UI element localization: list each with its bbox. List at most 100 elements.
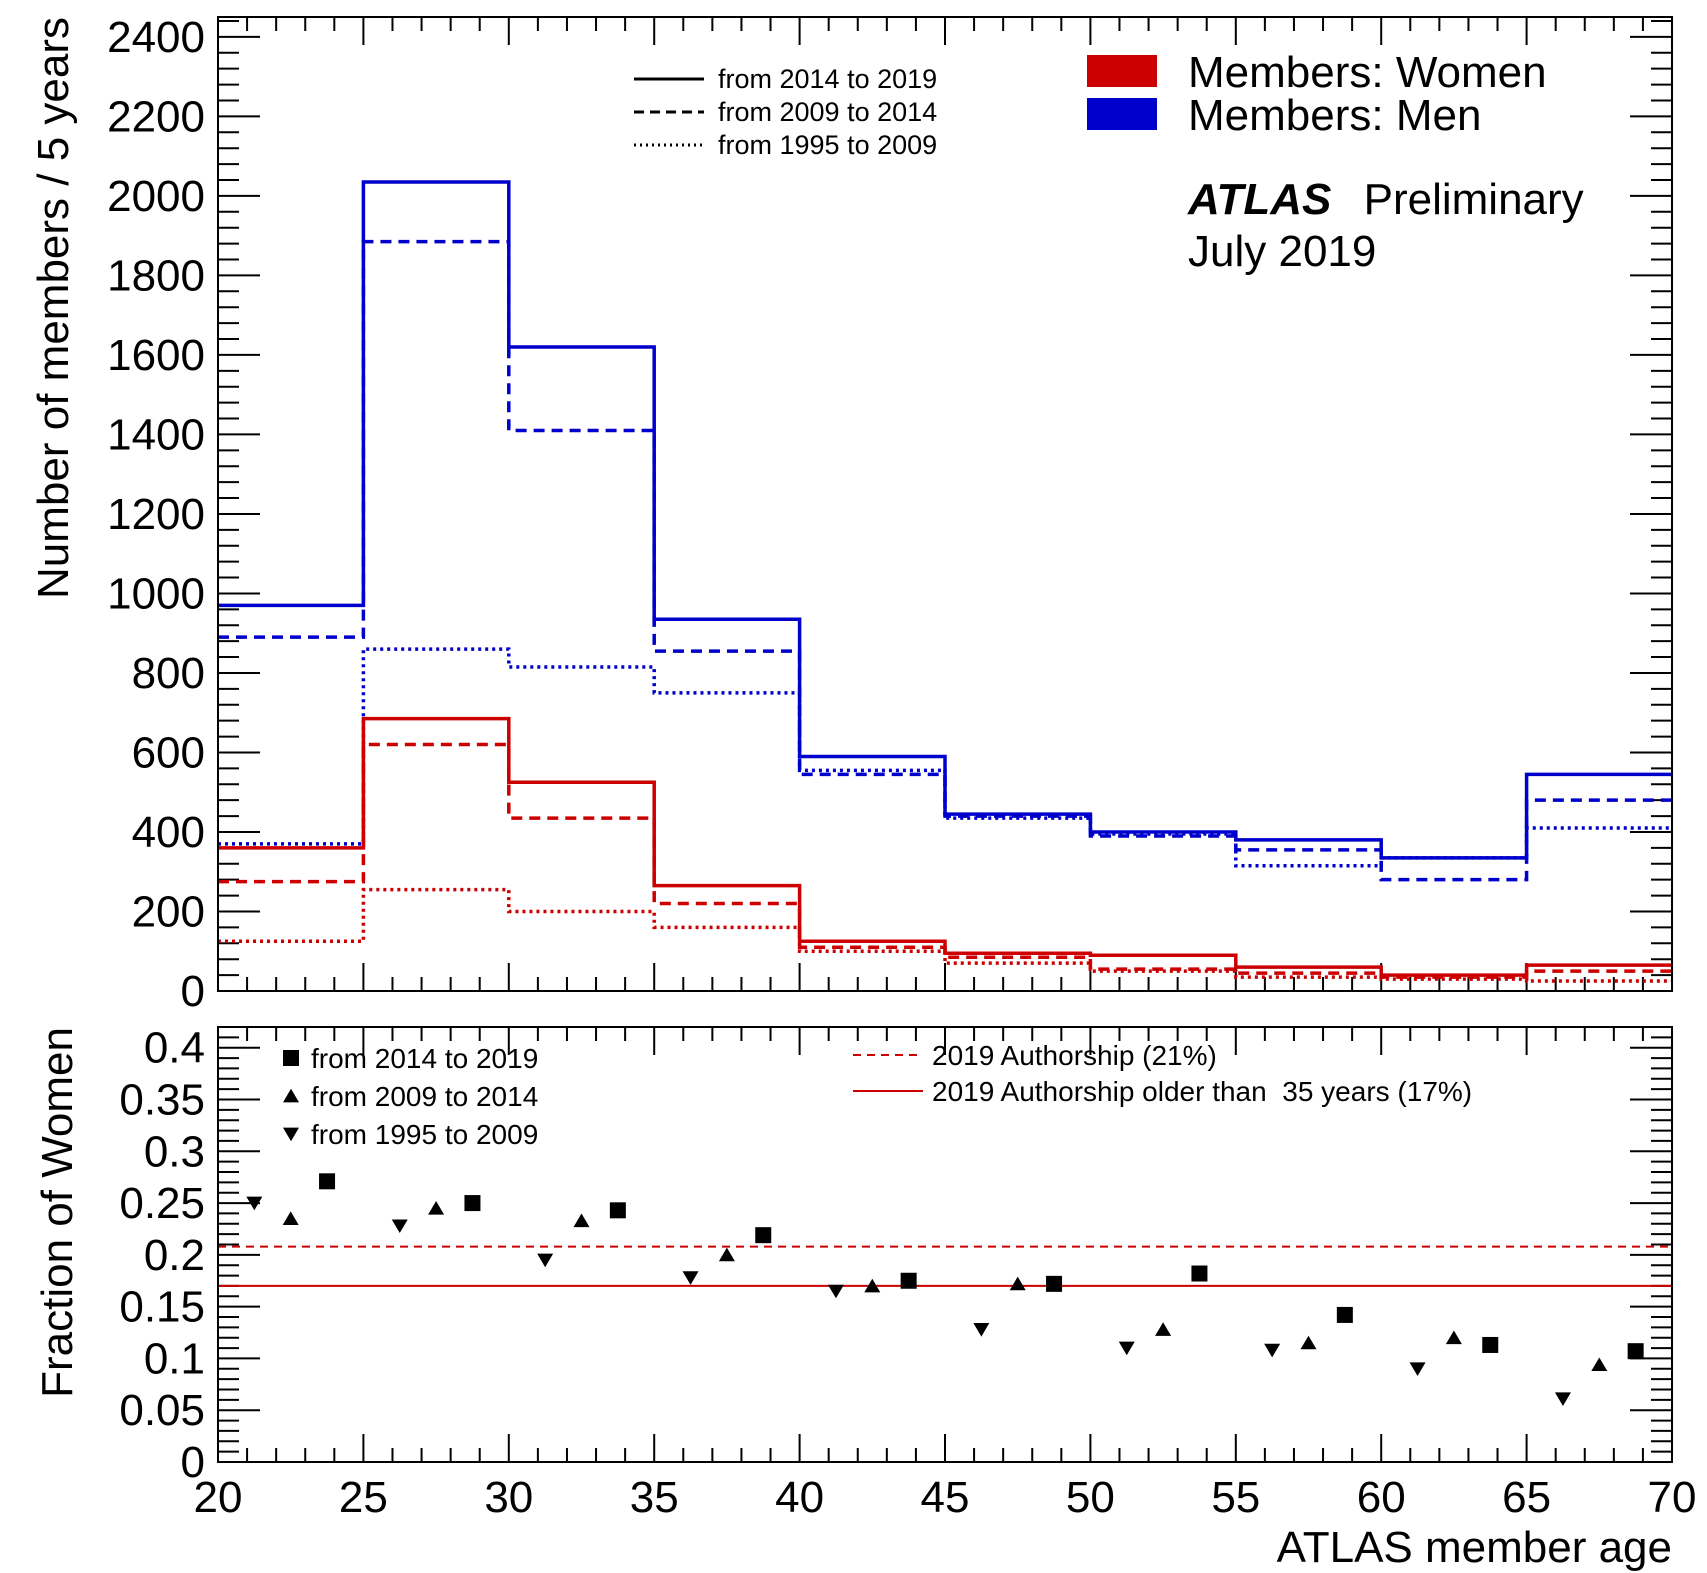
y-tick-label: 0 [181,1438,205,1487]
data-point-triangle-up [282,1211,299,1226]
y-tick-label: 0.2 [144,1231,205,1280]
y-tick-label: 0.05 [119,1386,205,1435]
data-point-triangle-down [973,1323,990,1337]
data-point-triangle-down [682,1271,699,1285]
data-point-triangle-down [537,1253,554,1268]
men-legend-label: Members: Men [1188,91,1481,140]
histogram-series-men-dotted [218,647,1672,868]
y-tick-label: 1800 [107,251,205,300]
y-tick-label: 2400 [107,13,205,62]
x-tick-label: 55 [1211,1473,1260,1522]
data-point-square [1627,1343,1644,1360]
x-tick-label: 70 [1648,1473,1697,1522]
data-point-square [1482,1336,1499,1353]
fraction-points [246,1173,1644,1407]
experiment-name: ATLAS [1187,175,1331,224]
data-point-triangle-down [391,1219,408,1234]
y-tick-label: 2000 [107,172,205,221]
y-tick-label: 2200 [107,92,205,141]
x-tick-label: 20 [194,1473,243,1522]
period-legend: from 2014 to 2019 from 2009 to 2014 from… [634,64,937,160]
marker-legend-symbols [283,1050,299,1142]
data-point-square [609,1202,626,1219]
histogram-y-tick-labels: 0 200 400 600 800 1000 1200 1400 1600 1800 2000 220… [107,13,205,1016]
data-point-triangle-up [718,1247,735,1262]
y-tick-label: 0.3 [144,1127,205,1176]
x-tick-label: 35 [630,1473,679,1522]
legend-marker-square [283,1050,299,1066]
women-legend-swatch [1087,55,1157,87]
reference-legend-label: 2019 Authorship (21%) [932,1040,1217,1071]
marker-legend: from 2014 to 2019 from 2009 to 2014 from… [283,1043,538,1150]
data-point-triangle-up [1591,1357,1608,1372]
y-tick-label: 0.4 [144,1024,205,1073]
data-point-triangle-up [428,1201,445,1215]
fraction-frame [217,1026,1673,1463]
data-point-square [319,1173,336,1190]
y-tick-label: 0.15 [119,1283,205,1332]
reference-legend-label: 2019 Authorship older than 35 years (17%… [932,1076,1472,1107]
histogram-frame [217,16,1673,992]
data-point-triangle-down [827,1284,844,1299]
data-point-square [1191,1265,1208,1282]
histogram-series-women-dotted [218,887,1672,983]
data-point-square [755,1227,772,1244]
y-tick-label: 1400 [107,410,205,459]
reference-legend: 2019 Authorship (21%) 2019 Authorship ol… [853,1040,1472,1107]
x-tick-label: 25 [339,1473,388,1522]
data-point-triangle-up [1155,1322,1172,1336]
x-tick-labels: 20 25 30 35 40 45 50 55 60 65 70 [194,1473,1697,1522]
y-tick-label: 0.25 [119,1179,205,1228]
histogram-series-men-dashed [218,239,1672,882]
x-tick-label: 40 [775,1473,824,1522]
histogram-series [218,180,1672,983]
data-point-triangle-down [1264,1343,1281,1358]
fraction-panel: 00.050.10.150.20.250.30.350.4 20 25 30 35 40… [33,1024,1696,1572]
fraction-y-axis-title: Fraction of Women [33,1027,82,1398]
y-tick-label: 1000 [107,569,205,618]
data-point-triangle-down [246,1196,263,1211]
y-tick-label: 0.35 [119,1076,205,1125]
period-legend-label: from 2009 to 2014 [718,97,937,127]
data-point-triangle-up [864,1278,881,1293]
x-tick-label: 30 [484,1473,533,1522]
histogram-y-axis-title: Number of members / 5 years [29,17,78,599]
reference-lines [218,1245,1672,1287]
histogram-ticks [217,17,1673,992]
status-label: Preliminary [1364,175,1584,224]
y-tick-label: 200 [132,887,205,936]
data-point-triangle-down [1409,1362,1426,1376]
marker-legend-label: from 2009 to 2014 [311,1081,538,1112]
period-legend-label: from 1995 to 2009 [718,130,937,160]
y-tick-label: 1600 [107,331,205,380]
atlas-label: ATLAS Preliminary [1187,175,1584,224]
data-point-square [1046,1275,1063,1292]
x-axis-title: ATLAS member age [1277,1523,1672,1572]
data-point-triangle-up [573,1213,590,1228]
data-point-square [1336,1306,1353,1323]
histogram-panel: 0 200 400 600 800 1000 1200 1400 1600 1800 2000 220… [29,13,1673,1016]
data-point-triangle-up [1445,1330,1462,1345]
legend-marker-triangle-up [283,1088,299,1103]
y-tick-label: 800 [132,649,205,698]
date-label: July 2019 [1188,227,1376,276]
men-legend-swatch [1087,98,1157,130]
data-point-square [464,1195,481,1212]
data-point-triangle-up [1009,1276,1026,1291]
marker-legend-label: from 2014 to 2019 [311,1043,538,1074]
y-tick-label: 400 [132,808,205,857]
data-point-square [900,1272,917,1289]
x-tick-label: 50 [1066,1473,1115,1522]
y-tick-label: 0 [181,967,205,1016]
data-point-triangle-up [1300,1335,1317,1350]
y-tick-label: 0.1 [144,1334,205,1383]
y-tick-label: 1200 [107,490,205,539]
x-tick-label: 65 [1502,1473,1551,1522]
women-legend-label: Members: Women [1188,48,1547,97]
data-point-triangle-down [1118,1341,1135,1356]
legend-marker-triangle-down [283,1127,299,1142]
histogram-series-men-solid [218,180,1672,860]
y-tick-label: 600 [132,728,205,777]
x-tick-label: 45 [921,1473,970,1522]
